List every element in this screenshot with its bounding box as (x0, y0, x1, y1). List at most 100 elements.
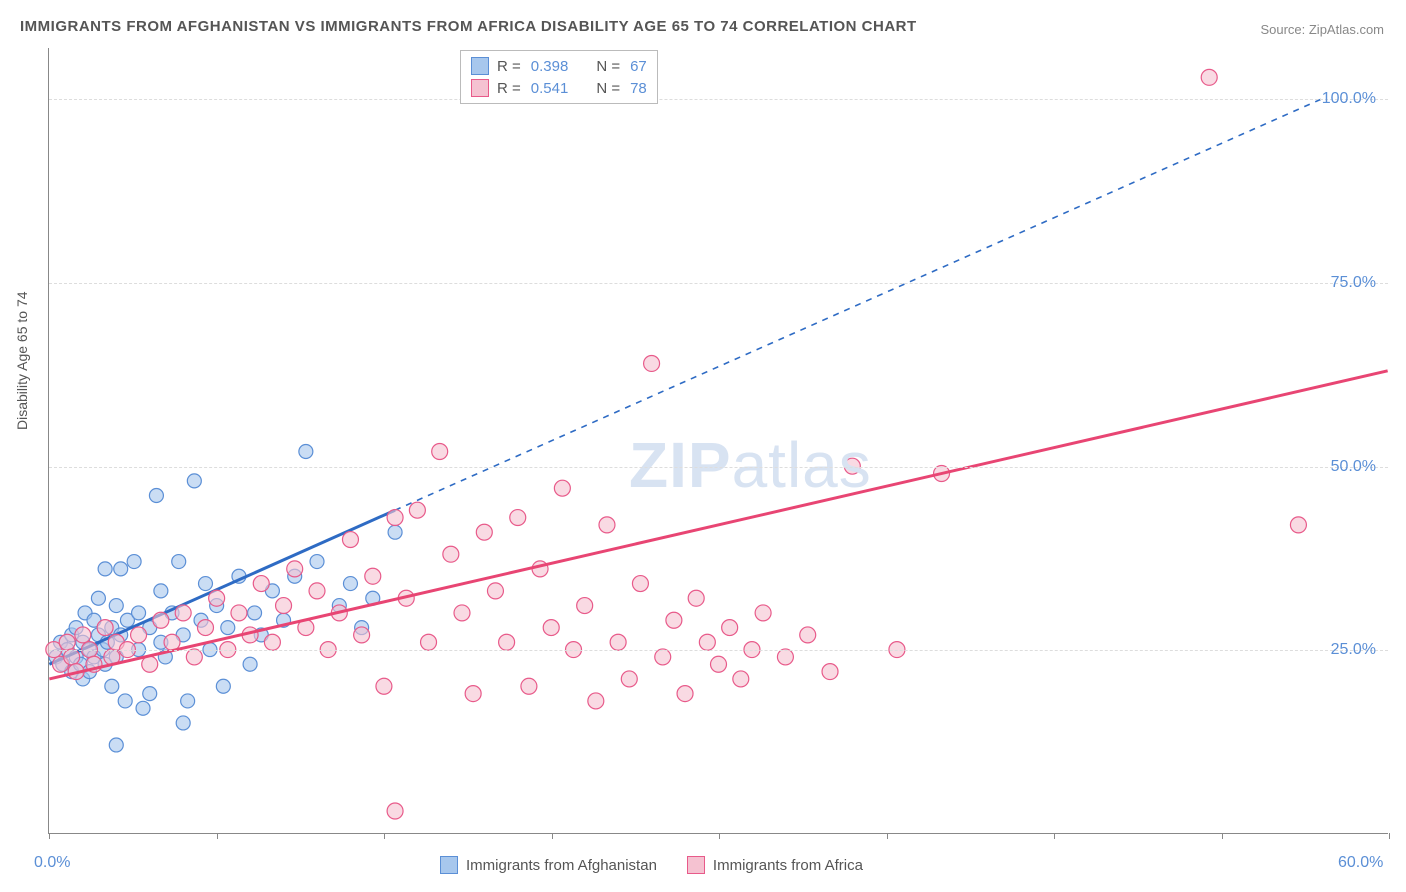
data-point-africa (409, 502, 425, 518)
legend-series: Immigrants from AfghanistanImmigrants fr… (440, 856, 863, 874)
data-point-africa (543, 620, 559, 636)
data-point-africa (197, 620, 213, 636)
trend-line-afghanistan (49, 510, 395, 664)
data-point-africa (365, 568, 381, 584)
data-point-africa (465, 686, 481, 702)
data-point-afghanistan (118, 694, 132, 708)
r-label: R = (497, 58, 521, 75)
data-point-afghanistan (172, 555, 186, 569)
data-point-africa (722, 620, 738, 636)
data-point-africa (487, 583, 503, 599)
data-point-afghanistan (132, 606, 146, 620)
data-point-africa (421, 634, 437, 650)
data-point-africa (1290, 517, 1306, 533)
data-point-africa (342, 532, 358, 548)
swatch-icon (471, 57, 489, 75)
data-point-africa (499, 634, 515, 650)
data-point-afghanistan (154, 584, 168, 598)
data-point-africa (699, 634, 715, 650)
x-tick (217, 833, 218, 839)
data-point-africa (264, 634, 280, 650)
data-point-afghanistan (149, 489, 163, 503)
data-point-afghanistan (310, 555, 324, 569)
x-tick (1054, 833, 1055, 839)
data-point-africa (164, 634, 180, 650)
data-point-africa (632, 576, 648, 592)
chart-container: IMMIGRANTS FROM AFGHANISTAN VS IMMIGRANT… (0, 0, 1406, 892)
data-point-africa (800, 627, 816, 643)
data-point-africa (354, 627, 370, 643)
data-point-afghanistan (127, 555, 141, 569)
plot-area: ZIPatlas 25.0%50.0%75.0%100.0% (48, 48, 1388, 834)
trend-line-africa (49, 371, 1387, 679)
data-point-africa (454, 605, 470, 621)
gridline-h (49, 650, 1388, 651)
data-point-afghanistan (243, 657, 257, 671)
data-point-afghanistan (98, 562, 112, 576)
data-point-afghanistan (198, 577, 212, 591)
data-point-africa (75, 627, 91, 643)
n-label: N = (596, 80, 620, 97)
data-point-afghanistan (248, 606, 262, 620)
data-point-africa (97, 620, 113, 636)
legend-stats: R =0.398N =67R =0.541N =78 (460, 50, 658, 104)
y-tick-label: 100.0% (1322, 90, 1376, 108)
data-point-africa (599, 517, 615, 533)
data-point-afghanistan (109, 738, 123, 752)
r-value: 0.398 (531, 58, 569, 75)
data-point-africa (610, 634, 626, 650)
data-point-afghanistan (221, 621, 235, 635)
swatch-icon (471, 79, 489, 97)
data-point-africa (554, 480, 570, 496)
data-point-africa (309, 583, 325, 599)
x-tick-label: 0.0% (34, 854, 70, 872)
data-point-africa (142, 656, 158, 672)
data-point-afghanistan (181, 694, 195, 708)
data-point-africa (376, 678, 392, 694)
data-point-afghanistan (388, 525, 402, 539)
y-tick-label: 25.0% (1331, 641, 1376, 659)
data-point-africa (677, 686, 693, 702)
n-value: 78 (630, 80, 647, 97)
data-point-africa (711, 656, 727, 672)
data-point-africa (231, 605, 247, 621)
trend-line-dash-afghanistan (395, 99, 1321, 510)
r-label: R = (497, 80, 521, 97)
source-label: Source: ZipAtlas.com (1260, 22, 1384, 37)
data-point-africa (443, 546, 459, 562)
legend-item-afghanistan: Immigrants from Afghanistan (440, 856, 657, 874)
x-tick (887, 833, 888, 839)
x-tick (49, 833, 50, 839)
data-point-africa (59, 634, 75, 650)
legend-label: Immigrants from Afghanistan (466, 857, 657, 874)
y-axis-label: Disability Age 65 to 74 (14, 291, 30, 430)
data-point-africa (476, 524, 492, 540)
x-tick (719, 833, 720, 839)
plot-svg (49, 48, 1388, 833)
data-point-africa (253, 576, 269, 592)
data-point-afghanistan (343, 577, 357, 591)
gridline-h (49, 283, 1388, 284)
data-point-africa (755, 605, 771, 621)
data-point-africa (387, 510, 403, 526)
x-tick (1389, 833, 1390, 839)
data-point-africa (688, 590, 704, 606)
data-point-afghanistan (187, 474, 201, 488)
gridline-h (49, 467, 1388, 468)
chart-title: IMMIGRANTS FROM AFGHANISTAN VS IMMIGRANT… (20, 18, 917, 35)
data-point-africa (209, 590, 225, 606)
data-point-africa (1201, 69, 1217, 85)
data-point-africa (644, 355, 660, 371)
y-tick-label: 50.0% (1331, 458, 1376, 476)
gridline-h (49, 99, 1388, 100)
data-point-afghanistan (91, 591, 105, 605)
data-point-africa (287, 561, 303, 577)
data-point-africa (577, 598, 593, 614)
data-point-afghanistan (216, 679, 230, 693)
data-point-africa (588, 693, 604, 709)
data-point-africa (276, 598, 292, 614)
data-point-africa (733, 671, 749, 687)
n-label: N = (596, 58, 620, 75)
data-point-africa (131, 627, 147, 643)
data-point-africa (822, 664, 838, 680)
